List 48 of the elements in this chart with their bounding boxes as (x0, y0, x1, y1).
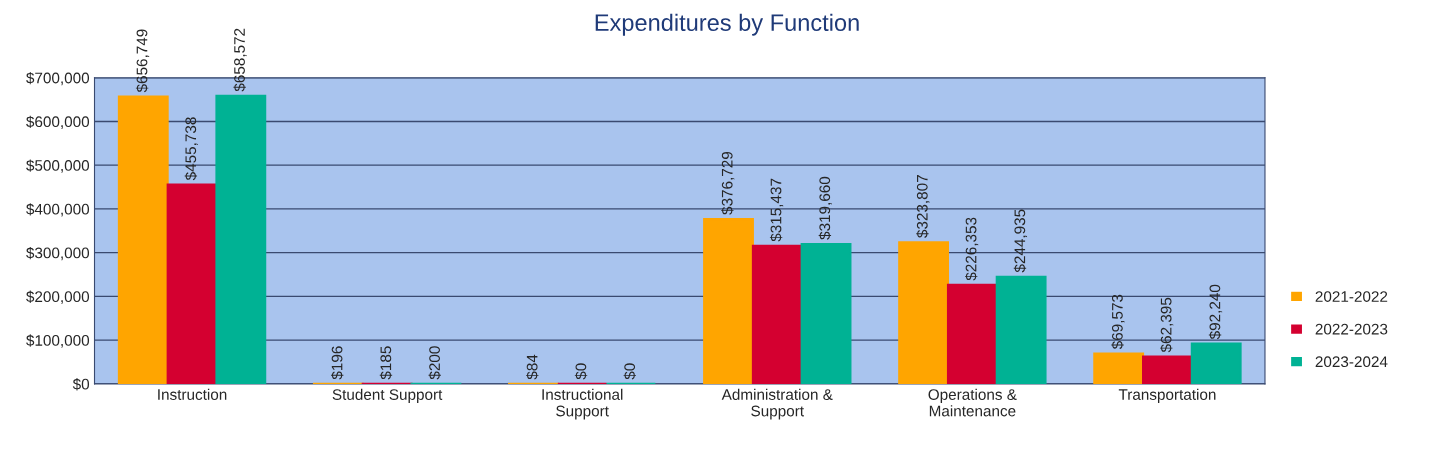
legend-label: 2023-2024 (1315, 356, 1388, 368)
data-label: $92,240 (1208, 284, 1223, 340)
bar (703, 218, 754, 384)
data-label: $196 (331, 346, 344, 380)
data-label: $319,660 (818, 176, 832, 240)
data-label: $244,935 (1013, 209, 1028, 273)
bar (898, 241, 950, 384)
y-tick-label: $500,000 (26, 159, 90, 173)
y-tick-label: $600,000 (26, 115, 90, 129)
y-tick-label: $0 (72, 378, 90, 391)
legend-label: 2021-2022 (1315, 291, 1388, 302)
y-tick-label: $300,000 (26, 246, 90, 261)
bar (166, 183, 218, 384)
x-tick-label: Student Support (332, 388, 443, 403)
y-tick-label: $700,000 (26, 71, 90, 86)
data-label: $455,738 (184, 117, 198, 181)
data-label: $0 (623, 363, 636, 380)
bar (1190, 342, 1242, 384)
y-tick-label: $200,000 (26, 290, 90, 304)
x-tick-label: Instruction (158, 388, 227, 400)
data-label: $658,572 (233, 28, 247, 92)
y-tick-label: $100,000 (26, 334, 90, 348)
bar (1093, 352, 1145, 384)
data-label: $656,749 (135, 29, 150, 93)
bar (215, 94, 267, 384)
data-label: $0 (574, 363, 588, 380)
data-label: $376,729 (721, 151, 735, 215)
x-tick-label: Operations & Maintenance (928, 388, 1017, 417)
y-tick-label: $400,000 (26, 203, 90, 217)
x-tick-label: Instructional Support (542, 388, 623, 420)
data-label: $200 (428, 346, 441, 380)
bar (995, 275, 1047, 384)
bar (946, 283, 998, 384)
data-label: $62,395 (1160, 297, 1174, 353)
data-label: $185 (379, 346, 393, 380)
x-tick-label: Transportation (1118, 388, 1216, 403)
data-label: $69,573 (1111, 294, 1125, 350)
data-label: $323,807 (916, 175, 930, 238)
bar (800, 243, 852, 384)
bar (1142, 355, 1193, 384)
data-label: $84 (526, 354, 539, 380)
bar (751, 244, 803, 384)
data-label: $226,353 (965, 217, 979, 281)
bar (117, 95, 169, 384)
data-label: $315,437 (769, 178, 784, 242)
x-tick-label: Administration & Support (721, 388, 833, 420)
legend-label: 2022-2023 (1315, 323, 1388, 335)
chart-title: Expenditures by Function (595, 13, 859, 36)
